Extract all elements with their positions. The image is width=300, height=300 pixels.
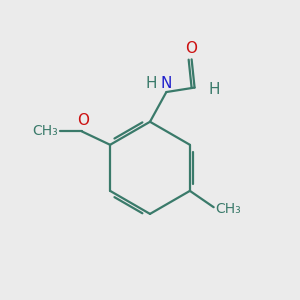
Text: H: H [209,82,220,97]
Text: O: O [186,41,198,56]
Text: CH₃: CH₃ [215,202,241,216]
Text: H: H [146,76,157,91]
Text: CH₃: CH₃ [32,124,58,138]
Text: N: N [161,76,172,91]
Text: O: O [77,113,89,128]
